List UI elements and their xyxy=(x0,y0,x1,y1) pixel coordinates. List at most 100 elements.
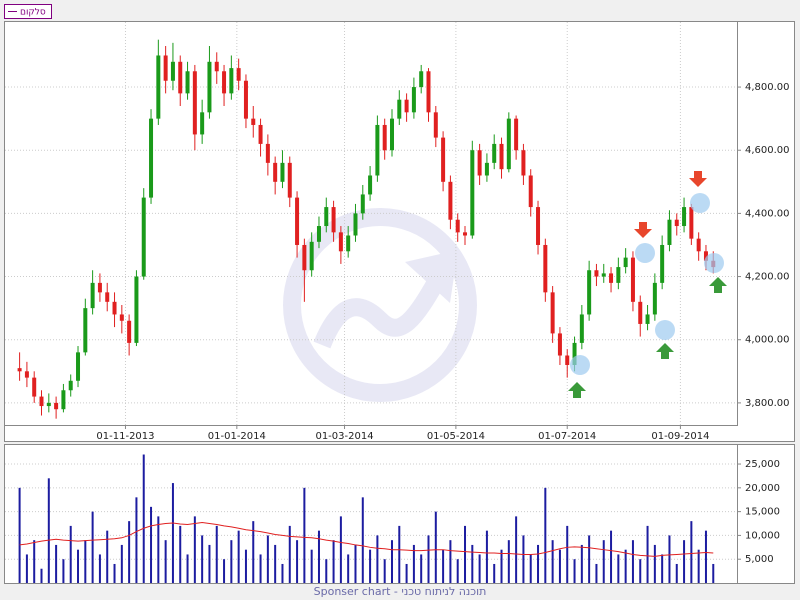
legend-box xyxy=(4,4,52,19)
volume-bar xyxy=(332,540,335,583)
candle-body xyxy=(368,175,373,195)
volume-bar xyxy=(296,540,299,583)
x-tick-label: 01-03-2014 xyxy=(315,431,373,442)
volume-bar xyxy=(704,530,707,583)
watermark-ring xyxy=(283,208,477,402)
candle-body xyxy=(134,276,139,343)
y-tick-label: 25,000 xyxy=(745,459,780,470)
volume-bar xyxy=(573,559,576,583)
volume-bar xyxy=(566,525,569,583)
candle-body xyxy=(579,314,584,343)
candle-body xyxy=(463,232,468,236)
candle-body xyxy=(295,197,300,245)
candle-body xyxy=(543,244,548,293)
candle-body xyxy=(236,68,241,81)
volume-bar xyxy=(33,540,36,583)
volume-bar xyxy=(84,540,87,583)
candle-body xyxy=(477,150,482,176)
volume-bar xyxy=(128,521,131,583)
candle-body xyxy=(324,207,329,227)
volume-bar xyxy=(142,454,145,583)
volume-bar xyxy=(339,516,342,583)
candle-body xyxy=(397,99,402,119)
candle-body xyxy=(170,61,175,81)
volume-bar xyxy=(40,568,43,583)
volume-bar xyxy=(434,511,437,583)
volume-bar xyxy=(390,540,393,583)
candle-body xyxy=(492,143,497,163)
volume-bar xyxy=(186,554,189,583)
candle-body xyxy=(309,241,314,271)
candle-body xyxy=(389,118,394,151)
candle-body xyxy=(689,207,694,239)
volume-bar xyxy=(529,554,532,583)
volume-bar xyxy=(515,516,518,583)
candle-body xyxy=(32,377,37,397)
volume-bar xyxy=(697,549,700,583)
candle-body xyxy=(652,282,657,315)
candle-body xyxy=(514,118,519,151)
volume-bar xyxy=(230,540,233,583)
y-tick-label: 15,000 xyxy=(745,507,780,518)
volume-bar xyxy=(610,530,613,583)
volume-bar xyxy=(25,554,28,583)
volume-bar xyxy=(551,540,554,583)
y-tick-label: 5,000 xyxy=(745,554,774,565)
x-tick-label: 01-11-2013 xyxy=(96,431,154,442)
volume-bar xyxy=(106,530,109,583)
candle-body xyxy=(411,87,416,113)
volume-bar xyxy=(325,559,328,583)
x-tick-label: 01-07-2014 xyxy=(538,431,596,442)
volume-bar xyxy=(412,544,415,583)
sell-arrow xyxy=(689,171,707,187)
x-tick-label: 01-05-2014 xyxy=(427,431,485,442)
candle-body xyxy=(565,355,570,365)
footer: Sponser chart - תוכנה לניתוח טכני xyxy=(314,585,487,598)
candle-body xyxy=(24,371,29,378)
volume-bar xyxy=(201,535,204,583)
volume-bar xyxy=(303,487,306,583)
volume-bar xyxy=(281,563,284,583)
volume-bar xyxy=(500,549,503,583)
candle-body xyxy=(163,55,168,81)
moving-average-line xyxy=(19,522,714,557)
candle-body xyxy=(280,162,285,182)
candle-body xyxy=(61,390,66,410)
candle-body xyxy=(90,282,95,309)
volume-bar xyxy=(653,544,656,583)
candle-body xyxy=(616,267,621,283)
candle-body xyxy=(54,402,59,410)
volume-bar xyxy=(259,554,262,583)
candle-body xyxy=(441,137,446,182)
volume-bar xyxy=(369,549,372,583)
candle-body xyxy=(76,352,81,381)
candle-body xyxy=(112,301,117,315)
volume-bar xyxy=(485,530,488,583)
volume-bar xyxy=(712,563,715,583)
highlight xyxy=(570,355,590,375)
candle-body xyxy=(316,226,321,242)
candle-body xyxy=(360,194,365,214)
candle-body xyxy=(484,162,489,176)
volume-bar xyxy=(507,540,510,583)
volume-bar xyxy=(347,554,350,583)
candle-body xyxy=(46,402,51,407)
y-tick-label: 4,400.00 xyxy=(745,208,790,219)
candle-body xyxy=(630,257,635,302)
volume-bar xyxy=(683,540,686,583)
volume-bar xyxy=(639,559,642,583)
y-tick-label: 20,000 xyxy=(745,483,780,494)
volume-bar xyxy=(602,540,605,583)
candle-body xyxy=(346,235,351,252)
candle-body xyxy=(572,342,577,365)
candle-body xyxy=(265,143,270,163)
candle-body xyxy=(682,207,687,227)
candle-body xyxy=(528,175,533,208)
candle-body xyxy=(207,61,212,113)
volume-bar xyxy=(595,563,598,583)
volume-bar xyxy=(471,544,474,583)
candle-body xyxy=(258,124,263,144)
volume-bar xyxy=(544,487,547,583)
volume-bar xyxy=(464,525,467,583)
volume-bar xyxy=(478,554,481,583)
